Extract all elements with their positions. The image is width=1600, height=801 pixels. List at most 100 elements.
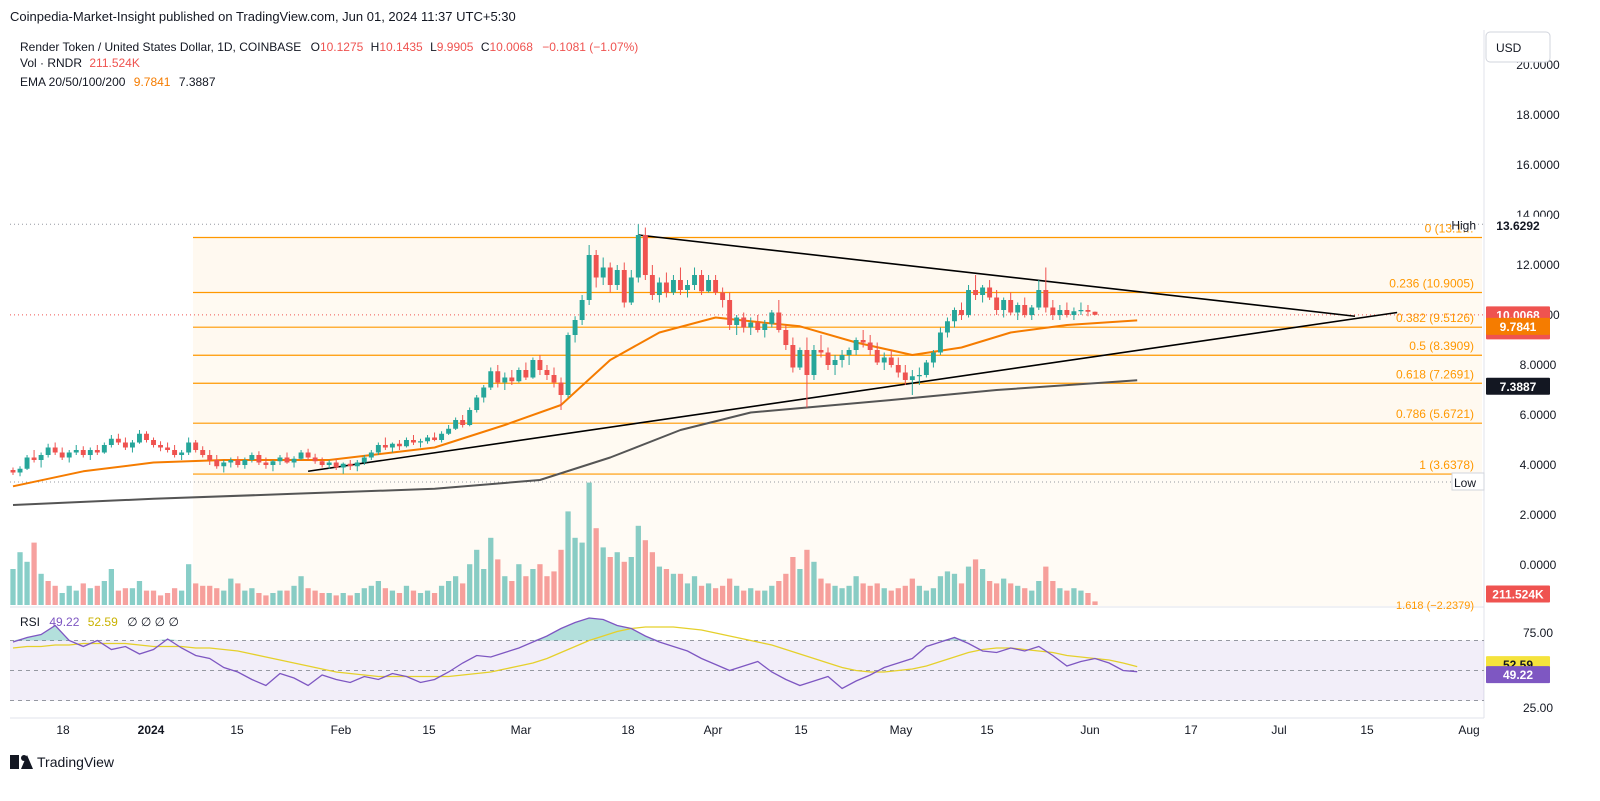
candle-body xyxy=(488,371,494,388)
time-tick-label[interactable]: 15 xyxy=(794,723,808,737)
price-tick-label[interactable]: 16.0000 xyxy=(1516,158,1560,172)
candle-body xyxy=(319,461,325,465)
legend-ema-line[interactable]: EMA 20/50/100/200 9.7841 7.3887 xyxy=(20,75,216,89)
candle xyxy=(973,275,979,300)
time-tick-label[interactable]: Jun xyxy=(1080,723,1099,737)
volume-bar xyxy=(87,588,93,605)
candle xyxy=(17,466,23,477)
candle-body xyxy=(347,463,353,467)
volume-bar xyxy=(1001,578,1007,605)
time-tick-label[interactable]: 15 xyxy=(980,723,994,737)
low-label-frame xyxy=(1451,472,1485,491)
rsi-tick-label[interactable]: 25.00 xyxy=(1523,701,1553,715)
volume-pill: 211.524K xyxy=(1486,585,1550,603)
time-tick-label[interactable]: Feb xyxy=(331,723,352,737)
legend-symbol[interactable]: Render Token / United States Dollar, 1D,… xyxy=(20,40,301,54)
price-tick-label[interactable]: 18.0000 xyxy=(1516,108,1560,122)
candle-body xyxy=(741,317,747,328)
candle xyxy=(277,455,283,465)
candle-body xyxy=(361,457,367,463)
candle-body xyxy=(776,312,782,330)
volume-bar xyxy=(937,576,944,605)
time-tick-label[interactable]: Mar xyxy=(511,723,532,737)
volume-bar xyxy=(628,557,634,605)
candle xyxy=(579,295,585,325)
time-tick-label[interactable]: 18 xyxy=(621,723,635,737)
volume-bar xyxy=(888,590,894,605)
currency-button[interactable]: USD xyxy=(1485,31,1551,63)
candle xyxy=(558,377,564,410)
candle-body xyxy=(832,360,838,365)
candle-body xyxy=(382,445,388,448)
volume-bar xyxy=(663,569,670,605)
volume-bar xyxy=(45,581,51,605)
price-tick-label[interactable]: 12.0000 xyxy=(1516,258,1560,272)
legend-ema-slow-value: 7.3887 xyxy=(179,75,216,89)
rsi-axis[interactable]: 75.00 25.00 xyxy=(1523,626,1553,715)
time-tick-label[interactable]: 15 xyxy=(422,723,436,737)
volume-bar xyxy=(256,593,262,605)
candle xyxy=(663,272,669,298)
candle-body xyxy=(930,352,936,363)
price-tick-label[interactable]: 4.0000 xyxy=(1520,458,1557,472)
volume-pill-text: 211.524K xyxy=(1492,588,1544,602)
time-tick-label[interactable]: 17 xyxy=(1184,723,1198,737)
volume-bars xyxy=(10,482,1098,605)
candle-body xyxy=(727,300,733,325)
price-tick-label[interactable]: 6.0000 xyxy=(1520,408,1557,422)
legend-volume-line[interactable]: Vol · RNDR 211.524K xyxy=(20,56,140,70)
volume-bar xyxy=(474,549,480,605)
volume-bar xyxy=(207,585,213,605)
volume-bar xyxy=(649,552,655,605)
volume-bar xyxy=(10,569,16,605)
time-tick-label[interactable]: Aug xyxy=(1458,723,1479,737)
time-tick-label[interactable]: 18 xyxy=(56,723,70,737)
candle xyxy=(1050,300,1056,320)
candle-body xyxy=(291,458,297,463)
candle-body xyxy=(1022,305,1028,315)
candle-body xyxy=(115,438,121,443)
time-tick-label[interactable]: 2024 xyxy=(138,723,165,737)
price-tick-label[interactable]: 2.0000 xyxy=(1520,508,1557,522)
candle xyxy=(987,280,993,300)
price-tick-label[interactable]: 0.0000 xyxy=(1520,558,1557,572)
volume-bar xyxy=(298,576,304,605)
volume-bar xyxy=(958,583,965,605)
price-tick-label[interactable]: 8.0000 xyxy=(1520,358,1557,372)
time-tick-label[interactable]: Jul xyxy=(1271,723,1286,737)
time-tick-label[interactable]: May xyxy=(890,723,913,737)
high-price-pill: 13.6292 xyxy=(1486,216,1550,234)
candle-body xyxy=(818,350,824,353)
time-axis[interactable]: 18 2024 15 Feb 15 Mar 18 Apr 15 May 15 Jun 17 Jul 15 Au… xyxy=(56,723,1479,737)
candle-body xyxy=(242,460,248,465)
candle-body xyxy=(453,420,459,429)
volume-bar xyxy=(979,569,986,605)
volume-bar xyxy=(193,583,199,605)
candle xyxy=(769,310,775,328)
candle-body xyxy=(994,297,1000,310)
time-tick-label[interactable]: 15 xyxy=(1360,723,1374,737)
volume-bar xyxy=(642,540,648,605)
legend-rsi-line[interactable]: RSI 49.22 52.59 ∅ ∅ ∅ ∅ xyxy=(20,615,179,629)
rsi-tick-label[interactable]: 75.00 xyxy=(1523,626,1553,640)
volume-bar xyxy=(101,581,107,605)
time-tick-label[interactable]: 15 xyxy=(230,723,244,737)
candle xyxy=(361,455,367,465)
price-axis[interactable]: 20.000018.000016.000014.000012.000010.00… xyxy=(1516,58,1560,572)
candle xyxy=(699,270,705,295)
volume-bar xyxy=(923,590,930,605)
currency-button-frame[interactable] xyxy=(1485,31,1551,63)
candle-body xyxy=(396,443,402,447)
candle xyxy=(24,455,30,470)
time-tick-label[interactable]: Apr xyxy=(704,723,723,737)
volume-bar xyxy=(509,581,515,605)
candle-body xyxy=(537,360,543,370)
candle-body xyxy=(298,452,304,459)
candle xyxy=(952,307,957,328)
tradingview-brand[interactable]: TradingView xyxy=(10,754,115,770)
volume-bar xyxy=(460,583,466,605)
volume-bar xyxy=(1043,566,1049,605)
candle xyxy=(930,350,936,368)
volume-bar xyxy=(242,590,248,605)
